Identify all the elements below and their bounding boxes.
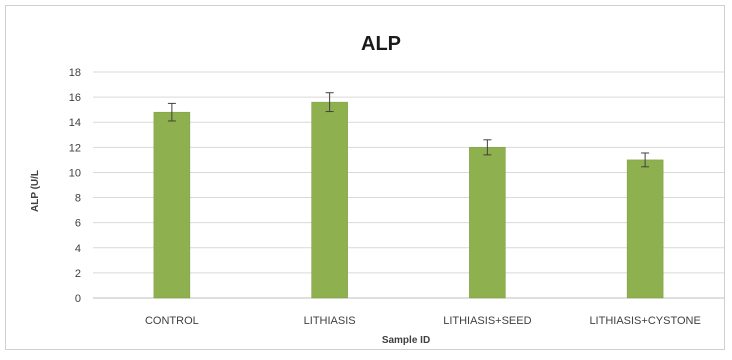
y-tick-label: 4 [75, 243, 81, 255]
x-category-label: CONTROL [145, 315, 199, 327]
x-axis-title: Sample ID [382, 335, 430, 346]
x-category-label: LITHIASIS+SEED [443, 315, 531, 327]
x-category-label: LITHIASIS [304, 315, 356, 327]
y-tick-label: 14 [69, 117, 81, 129]
y-axis-title: ALP (U/L [30, 170, 41, 212]
y-axis-ticks: 0 2 4 6 8 10 12 14 16 18 [69, 67, 81, 305]
x-axis-categories: CONTROL LITHIASIS LITHIASIS+SEED LITHIASIS+… [145, 315, 701, 327]
y-tick-label: 2 [75, 268, 81, 280]
error-bars [167, 92, 650, 168]
y-tick-label: 12 [69, 142, 81, 154]
y-tick-label: 10 [69, 167, 81, 179]
y-tick-label: 6 [75, 218, 81, 230]
bar [469, 147, 506, 299]
chart-title: ALP [361, 33, 401, 55]
bar [626, 159, 664, 299]
grid-lines [93, 71, 724, 299]
y-tick-label: 18 [69, 67, 81, 79]
x-category-label: LITHIASIS+CYSTONE [589, 315, 700, 327]
y-tick-label: 0 [75, 293, 81, 305]
bar [153, 111, 191, 299]
y-tick-label: 16 [69, 92, 81, 104]
bars [153, 101, 664, 299]
bar [311, 101, 348, 299]
bar-chart: ALP 0 2 4 6 8 10 12 14 16 18 CONTROL LITHIASIS LITH… [30, 33, 724, 346]
y-tick-label: 8 [75, 193, 81, 205]
chart-frame: ALP 0 2 4 6 8 10 12 14 16 18 CONTROL LITHIASIS LITH… [5, 5, 725, 350]
